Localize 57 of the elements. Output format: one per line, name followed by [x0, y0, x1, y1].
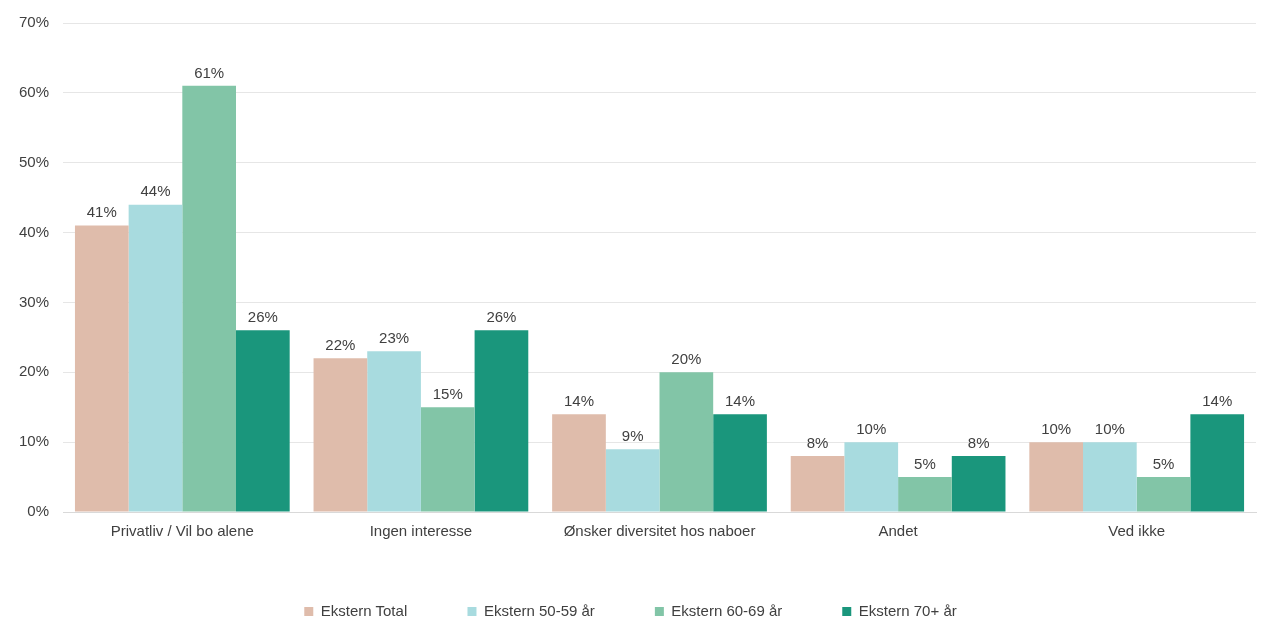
data-label: 44%: [140, 182, 171, 200]
bar: [552, 414, 606, 512]
y-tick-label: 20%: [18, 362, 50, 380]
x-tick-label: Ønsker diversitet hos naboer: [563, 522, 756, 540]
bar: [844, 442, 899, 512]
data-label: 9%: [621, 426, 644, 444]
data-label: 26%: [486, 308, 517, 326]
data-label: 15%: [432, 384, 463, 402]
data-label: 20%: [671, 349, 702, 367]
y-tick-label: 60%: [18, 83, 50, 100]
bar: [236, 330, 290, 512]
data-label: 61%: [194, 63, 225, 81]
bar: [1136, 477, 1191, 512]
bar: [713, 414, 767, 512]
bar: [659, 372, 714, 512]
bar: [367, 351, 421, 512]
data-label: 14%: [1202, 391, 1233, 409]
data-label: 41%: [86, 203, 117, 221]
bar: [420, 407, 475, 512]
bar: [474, 330, 529, 512]
y-tick-label: 30%: [18, 292, 50, 310]
data-label: 10%: [1094, 419, 1125, 437]
bar: [74, 225, 129, 512]
data-label: 10%: [1041, 419, 1072, 437]
y-tick-label: 10%: [18, 432, 50, 450]
y-tick-label: 0%: [27, 502, 50, 520]
data-label: 8%: [967, 433, 990, 451]
x-tick-label: Privatliv / Vil bo alene: [110, 522, 254, 540]
bar: [182, 85, 236, 512]
y-tick-label: 70%: [18, 13, 50, 31]
data-label: 14%: [563, 391, 594, 409]
legend-label: Ekstern 60-69 år: [671, 601, 783, 619]
bar: [128, 204, 183, 512]
bar: [1029, 442, 1084, 512]
bar: [898, 477, 952, 512]
data-label: 5%: [914, 454, 936, 472]
bar: [605, 449, 660, 512]
bar: [1083, 442, 1137, 512]
legend-label: Ekstern 70+ år: [858, 601, 957, 619]
bar: [313, 358, 368, 512]
data-label: 8%: [806, 433, 829, 451]
data-label: 22%: [325, 335, 356, 353]
x-tick-label: Ingen interesse: [369, 522, 473, 540]
y-tick-label: 40%: [18, 222, 50, 240]
data-label: 14%: [725, 391, 756, 409]
data-label: 10%: [856, 419, 887, 437]
bar: [1190, 414, 1245, 512]
legend-label: Ekstern 50-59 år: [483, 601, 595, 619]
bar: [790, 456, 845, 512]
y-tick-label: 50%: [18, 152, 50, 170]
legend-label: Ekstern Total: [320, 601, 408, 619]
x-tick-label: Ved ikke: [1108, 522, 1166, 540]
bar: [951, 456, 1006, 512]
data-label: 5%: [1152, 454, 1175, 472]
data-label: 26%: [247, 308, 278, 326]
data-label: 23%: [379, 328, 410, 346]
x-tick-label: Andet: [878, 522, 919, 540]
